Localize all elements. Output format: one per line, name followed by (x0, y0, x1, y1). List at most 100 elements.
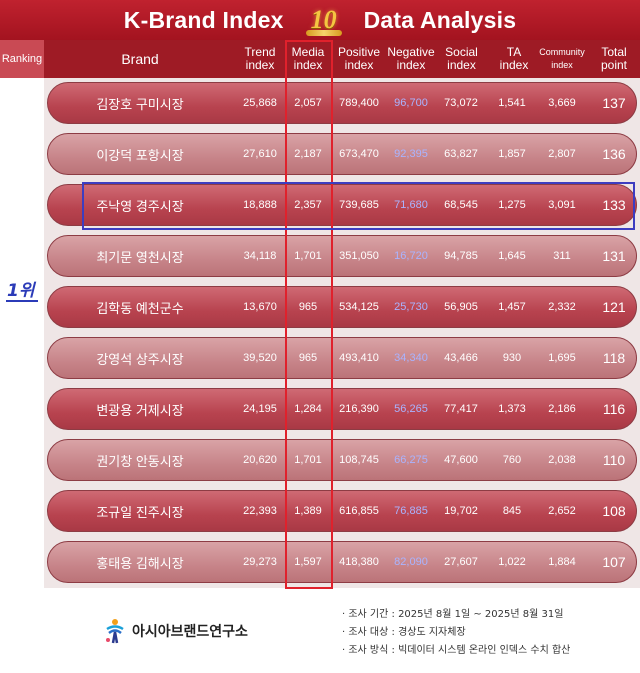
cell-positive: 418,380 (339, 556, 379, 568)
header-media-line2: index (293, 58, 323, 72)
cell-community: 2,038 (548, 454, 576, 466)
note-method: · 조사 방식 : 빅데이터 시스템 온라인 인덱스 수치 합산 (342, 645, 571, 656)
cell-ta: 760 (502, 454, 522, 466)
cell-ta: 1,541 (498, 97, 526, 109)
header-negative-line1: Negative (387, 45, 435, 59)
header-total-line2: point (600, 58, 628, 72)
cell-total: 133 (602, 197, 626, 213)
cell-trend: 18,888 (243, 199, 277, 211)
org-logo: 아시아브랜드연구소 (104, 618, 248, 644)
cell-social: 77,417 (444, 403, 478, 415)
cell-brand: 김학동 예천군수 (96, 300, 184, 316)
cell-media: 2,057 (294, 97, 322, 109)
cell-trend: 22,393 (243, 505, 277, 517)
cell-social: 63,827 (444, 148, 478, 160)
cell-brand: 조규일 진주시장 (96, 504, 184, 520)
table-row (47, 388, 637, 430)
table-row (47, 286, 637, 328)
cell-brand: 최기문 영천시장 (96, 249, 184, 265)
cell-brand: 주낙영 경주시장 (96, 198, 184, 214)
cell-negative: 25,730 (394, 301, 428, 313)
cell-total: 108 (602, 503, 626, 519)
title-left: K-Brand Index (123, 6, 284, 33)
badge-ribbon-icon (305, 30, 342, 36)
tenth-anniversary-badge: 10 (298, 3, 350, 37)
header-community-line2: index (551, 60, 573, 70)
cell-trend: 34,118 (243, 250, 277, 262)
cell-social: 94,785 (444, 250, 478, 262)
cell-community: 1,884 (548, 556, 576, 568)
cell-positive: 789,400 (339, 97, 379, 109)
cell-trend: 20,620 (243, 454, 277, 466)
header-positive-line1: Positive (337, 45, 381, 59)
cell-positive: 673,470 (339, 148, 379, 160)
header-ta-line2: index (499, 58, 529, 72)
header-brand: Brand (121, 50, 159, 67)
note-period: · 조사 기간 : 2025년 8월 1일 ~ 2025년 8월 31일 (342, 609, 564, 620)
cell-media: 1,284 (294, 403, 322, 415)
cell-positive: 739,685 (339, 199, 379, 211)
cell-ta: 930 (502, 352, 522, 364)
rank-underline (6, 300, 38, 302)
cell-community: 2,807 (548, 148, 576, 160)
cell-social: 19,702 (444, 505, 478, 517)
header-ta-line1: TA (506, 45, 522, 59)
cell-community: 1,695 (548, 352, 576, 364)
header-social-line1: Social (445, 45, 478, 59)
cell-media: 1,701 (294, 250, 322, 262)
cell-brand: 변광용 거제시장 (96, 402, 184, 418)
header-trend-line2: index (245, 58, 275, 72)
cell-total: 137 (602, 95, 626, 111)
cell-media: 2,187 (294, 148, 322, 160)
cell-ta: 1,645 (498, 250, 526, 262)
header-community-line1: Community (539, 47, 585, 57)
cell-negative: 92,395 (394, 148, 428, 160)
header-positive: Positive index (332, 40, 386, 78)
cell-social: 56,905 (444, 301, 478, 313)
cell-trend: 39,520 (243, 352, 277, 364)
cell-community: 2,332 (548, 301, 576, 313)
cell-social: 47,600 (444, 454, 478, 466)
cell-negative: 16,720 (394, 250, 428, 262)
table-row (47, 184, 637, 226)
cell-trend: 27,610 (243, 148, 277, 160)
cell-positive: 216,390 (339, 403, 379, 415)
cell-positive: 493,410 (339, 352, 379, 364)
table-row (47, 439, 637, 481)
cell-ta: 1,457 (498, 301, 526, 313)
header-total-line1: Total (601, 45, 627, 59)
survey-notes: · 조사 기간 : 2025년 8월 1일 ~ 2025년 8월 31일 · 조… (342, 606, 570, 660)
cell-media: 1,389 (294, 505, 322, 517)
table-row (47, 82, 637, 124)
cell-community: 2,186 (548, 403, 576, 415)
cell-negative: 71,680 (394, 199, 428, 211)
cell-negative: 76,885 (394, 505, 428, 517)
cell-media: 1,701 (294, 454, 322, 466)
org-logo-icon (106, 619, 124, 644)
cell-social: 43,466 (444, 352, 478, 364)
rank-label: 1위 (7, 281, 35, 301)
header-total: Total point (588, 40, 640, 78)
header-community: Community index (536, 40, 588, 78)
title-right: Data Analysis (363, 6, 517, 33)
cell-total: 107 (602, 554, 626, 570)
cell-ta: 1,275 (498, 199, 526, 211)
org-name: 아시아브랜드연구소 (132, 624, 248, 640)
cell-ta: 1,373 (498, 403, 526, 415)
cell-social: 27,607 (444, 556, 478, 568)
cell-total: 121 (602, 299, 626, 315)
table-header: Ranking Brand Trend index Media index Posi… (0, 40, 640, 78)
header-positive-line2: index (344, 58, 374, 72)
cell-total: 116 (602, 401, 626, 417)
cell-brand: 홍태용 김해시장 (96, 555, 184, 571)
cell-negative: 66,275 (394, 454, 428, 466)
cell-brand: 강영석 상주시장 (96, 351, 184, 367)
cell-brand: 김장호 구미시장 (96, 96, 184, 112)
note-target: · 조사 대상 : 경상도 지자체장 (342, 627, 466, 638)
cell-trend: 29,273 (243, 556, 277, 568)
cell-total: 118 (602, 350, 626, 366)
cell-positive: 351,050 (339, 250, 379, 262)
cell-positive: 616,855 (339, 505, 379, 517)
header-negative: Negative index (386, 40, 436, 78)
cell-positive: 534,125 (339, 301, 379, 313)
